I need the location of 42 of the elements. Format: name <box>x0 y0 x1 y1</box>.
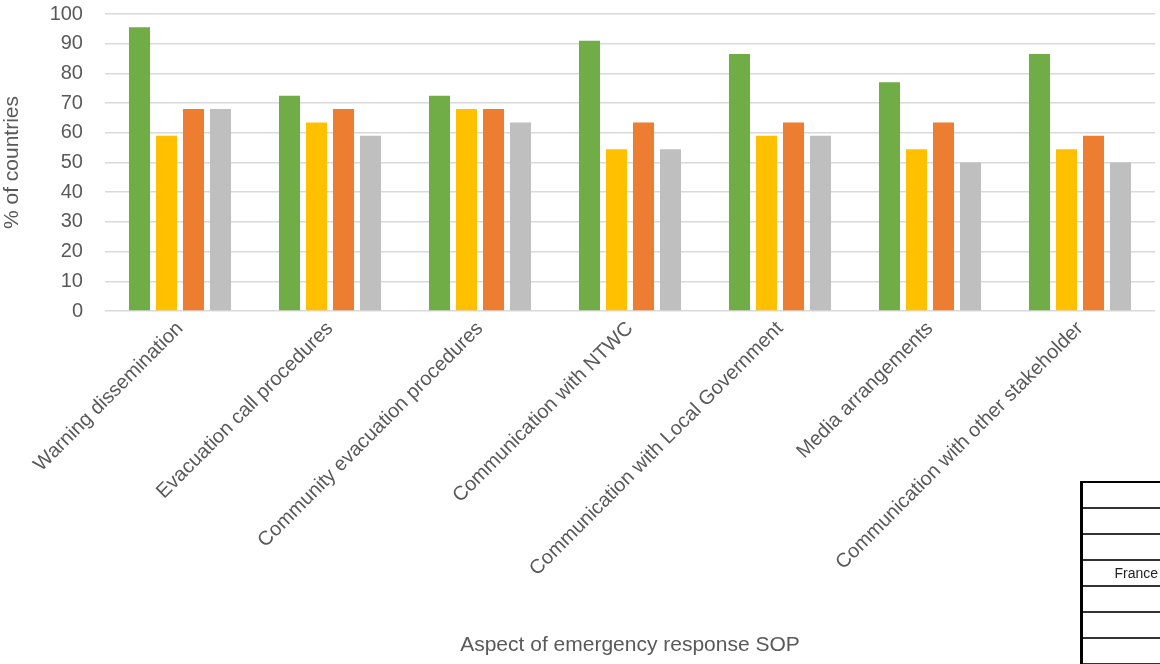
x-axis-title: Aspect of emergency response SOP <box>460 632 800 656</box>
bar <box>182 109 205 311</box>
bar <box>332 109 355 311</box>
bar <box>278 95 301 311</box>
bar <box>428 95 451 311</box>
bar <box>1055 149 1078 311</box>
y-tick-label: 30 <box>60 209 83 232</box>
bar <box>605 149 628 311</box>
bar <box>155 135 178 311</box>
bar <box>209 109 232 311</box>
bar <box>932 122 955 311</box>
bar <box>782 122 805 311</box>
bar <box>1028 54 1051 311</box>
bar <box>659 149 682 311</box>
y-tick-label: 40 <box>60 179 83 202</box>
bar <box>305 122 328 311</box>
y-axis-title: % of countries <box>0 95 23 230</box>
bar <box>455 109 478 311</box>
bar <box>1082 135 1105 311</box>
y-tick-label: 70 <box>60 90 83 113</box>
y-tick-label: 60 <box>60 120 83 143</box>
y-tick-label: 10 <box>60 268 83 291</box>
bar <box>878 82 901 311</box>
bar <box>905 149 928 311</box>
bar <box>482 109 505 311</box>
bar <box>509 122 532 311</box>
y-tick-label: 50 <box>60 150 83 173</box>
bar <box>1109 162 1132 311</box>
y-tick-label: 0 <box>71 298 83 321</box>
bar <box>359 135 382 311</box>
bar <box>809 135 832 311</box>
y-tick-label: 100 <box>49 1 83 24</box>
bar <box>728 54 751 311</box>
table: France <box>1080 481 1160 664</box>
bar <box>128 27 151 311</box>
bar <box>632 122 655 311</box>
y-tick-label: 80 <box>60 60 83 83</box>
y-tick-label: 20 <box>60 239 83 262</box>
bar <box>959 162 982 311</box>
y-tick-label: 90 <box>60 31 83 54</box>
bar <box>578 40 601 311</box>
bar <box>755 135 778 311</box>
